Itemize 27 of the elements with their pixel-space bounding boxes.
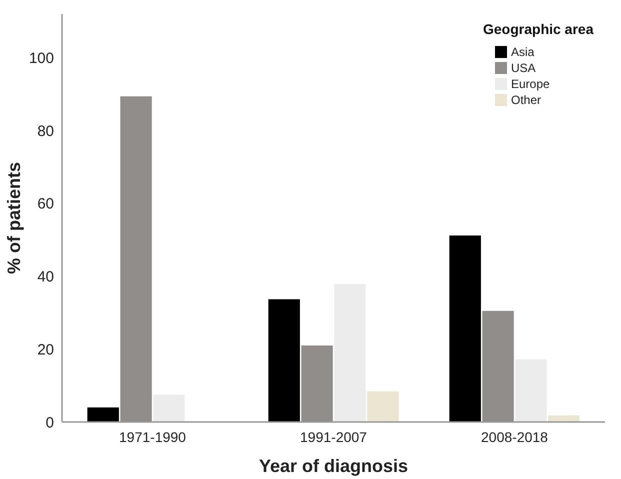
bar [515, 359, 547, 422]
y-axis-title: % of patients [4, 162, 24, 274]
x-tick-label: 1971-1990 [119, 429, 186, 445]
y-tick-label: 100 [28, 50, 54, 67]
y-tick-label: 60 [37, 196, 54, 213]
legend-label: Asia [511, 45, 535, 59]
bar [87, 407, 119, 422]
y-tick-label: 20 [37, 341, 54, 358]
bar [482, 310, 514, 422]
y-tick-label: 80 [37, 122, 54, 140]
y-tick-label: 0 [46, 414, 54, 432]
bar [153, 394, 185, 422]
x-tick-label: 2008-2018 [481, 429, 548, 445]
bar [301, 346, 333, 422]
bar [548, 415, 580, 422]
legend-title: Geographic area [483, 21, 594, 37]
legend-label: Other [511, 93, 542, 107]
y-tick-label: 40 [37, 268, 54, 286]
bar [120, 96, 152, 422]
bar [367, 391, 399, 422]
bar [334, 284, 366, 422]
bar [268, 299, 300, 422]
bar [449, 235, 481, 422]
legend-label: Europe [511, 77, 550, 91]
x-axis-title: Year of diagnosis [258, 456, 408, 476]
legend-label: USA [511, 61, 536, 75]
x-tick-label: 1991-2007 [300, 429, 368, 445]
